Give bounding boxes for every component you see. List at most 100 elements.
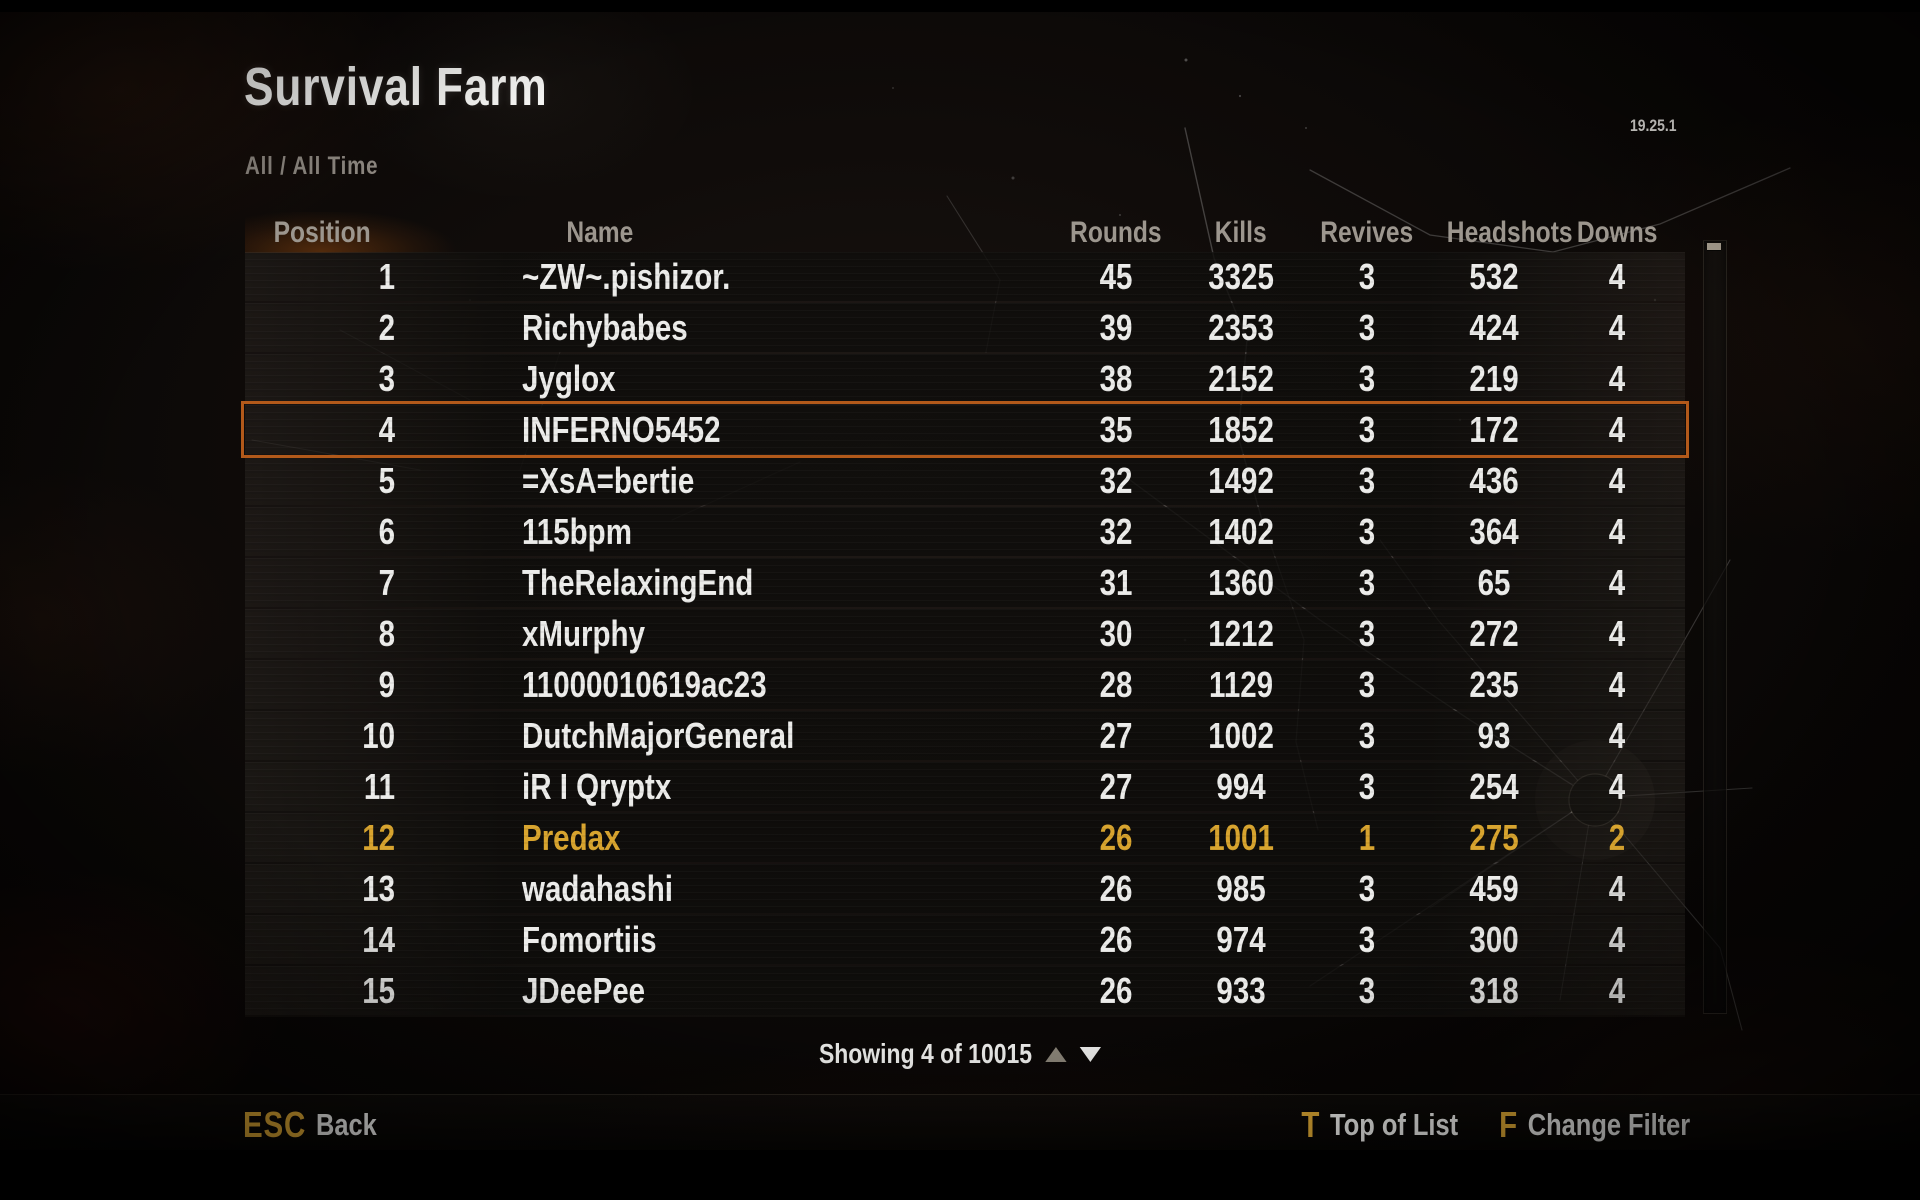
cell-kills: 1212 [1208,612,1274,654]
page-title: Survival Farm [244,57,548,117]
cell-revives: 3 [1358,612,1376,654]
cell-kills: 1492 [1208,459,1274,501]
scrollbar-track[interactable] [1703,240,1727,1014]
cell-position: 2 [378,306,395,348]
cell-revives: 3 [1358,714,1376,756]
footer-shortcuts: T Top of List F Change Filter [1301,1104,1690,1146]
version-number: 19.25.1 [1630,116,1677,135]
table-header-row: Position Name Rounds Kills Revives Heads… [245,214,1685,252]
cell-revives: 3 [1358,561,1376,603]
cell-kills: 1852 [1208,408,1274,450]
cell-kills: 1360 [1208,561,1274,603]
cell-headshots: 318 [1469,969,1519,1011]
table-row[interactable]: 13 wadahashi 26 985 3 459 4 [245,864,1685,913]
table-row[interactable]: 9 11000010619ac23 28 1129 3 235 4 [245,660,1685,709]
cell-rounds: 26 [1099,867,1133,909]
change-filter-label[interactable]: Change Filter [1527,1107,1690,1142]
cell-rounds: 35 [1099,408,1133,450]
cell-downs: 4 [1608,255,1626,297]
cell-downs: 4 [1608,510,1626,552]
table-row[interactable]: 6 115bpm 32 1402 3 364 4 [245,507,1685,556]
cell-downs: 4 [1608,918,1626,960]
table-row[interactable]: 5 =XsA=bertie 32 1492 3 436 4 [245,456,1685,505]
table-row[interactable]: 14 Fomortiis 26 974 3 300 4 [245,915,1685,964]
table-row[interactable]: 10 DutchMajorGeneral 27 1002 3 93 4 [245,711,1685,760]
cell-revives: 3 [1358,408,1376,450]
cell-kills: 933 [1216,969,1266,1011]
table-row[interactable]: 12 Predax 26 1001 1 275 2 [245,813,1685,862]
table-row[interactable]: 15 JDeePee 26 933 3 318 4 [245,966,1685,1015]
column-header-kills[interactable]: Kills [1215,216,1267,249]
cell-name: Fomortiis [522,918,657,960]
cell-downs: 4 [1608,459,1626,501]
bottom-letterbox [0,1150,1920,1200]
cell-name: JDeePee [522,969,646,1011]
column-header-downs[interactable]: Downs [1576,216,1658,249]
cell-name: 11000010619ac23 [522,663,767,705]
cell-kills: 1402 [1208,510,1274,552]
cell-headshots: 235 [1469,663,1519,705]
cell-rounds: 26 [1099,969,1133,1011]
table-row[interactable]: 11 iR I Qryptx 27 994 3 254 4 [245,762,1685,811]
cell-downs: 4 [1608,714,1626,756]
cell-revives: 3 [1358,867,1376,909]
page-down-icon[interactable] [1079,1046,1101,1062]
column-header-name[interactable]: Name [566,216,634,249]
cell-kills: 1002 [1208,714,1274,756]
cell-name: Jyglox [522,357,616,399]
cell-headshots: 364 [1469,510,1519,552]
cell-headshots: 275 [1469,816,1519,858]
top-of-list-label[interactable]: Top of List [1329,1107,1458,1142]
column-header-headshots[interactable]: Headshots [1446,216,1573,249]
cell-headshots: 65 [1477,561,1511,603]
cell-downs: 4 [1608,408,1626,450]
cell-rounds: 26 [1099,816,1133,858]
cell-kills: 2152 [1208,357,1274,399]
cell-headshots: 300 [1469,918,1519,960]
cell-headshots: 172 [1469,408,1519,450]
cell-headshots: 219 [1469,357,1519,399]
column-header-revives[interactable]: Revives [1320,216,1414,249]
leaderboard-body: 1 ~ZW~.pishizor. 45 3325 3 532 4 2 Richy… [241,252,1689,1017]
cell-downs: 4 [1608,867,1626,909]
filter-breadcrumb: All / All Time [245,152,379,180]
table-row[interactable]: 7 TheRelaxingEnd 31 1360 3 65 4 [245,558,1685,607]
cell-revives: 3 [1358,918,1376,960]
cell-downs: 4 [1608,561,1626,603]
cell-revives: 3 [1358,969,1376,1011]
cell-headshots: 93 [1477,714,1511,756]
page-up-icon[interactable] [1045,1046,1067,1062]
top-letterbox [0,0,1920,12]
cell-revives: 3 [1358,459,1376,501]
table-row[interactable]: 8 xMurphy 30 1212 3 272 4 [245,609,1685,658]
table-row[interactable]: 3 Jyglox 38 2152 3 219 4 [245,354,1685,403]
cell-position: 12 [362,816,395,858]
table-row[interactable]: 2 Richybabes 39 2353 3 424 4 [245,303,1685,352]
back-label: Back [316,1107,377,1142]
cell-rounds: 28 [1099,663,1133,705]
cell-position: 3 [378,357,395,399]
cell-kills: 974 [1216,918,1266,960]
cell-position: 10 [362,714,395,756]
column-header-position[interactable]: Position [273,216,372,249]
cell-downs: 4 [1608,357,1626,399]
cell-kills: 3325 [1208,255,1274,297]
cell-rounds: 26 [1099,918,1133,960]
cell-rounds: 27 [1099,765,1133,807]
footer-divider [0,1094,1920,1095]
cell-name: Richybabes [522,306,688,348]
cell-rounds: 27 [1099,714,1133,756]
scrollbar-thumb[interactable] [1707,243,1721,250]
table-row[interactable]: 1 ~ZW~.pishizor. 45 3325 3 532 4 [245,252,1685,301]
cell-name: DutchMajorGeneral [522,714,795,756]
column-header-rounds[interactable]: Rounds [1070,216,1162,249]
back-hint[interactable]: ESC Back [243,1104,377,1146]
cell-position: 6 [378,510,395,552]
cell-name: iR I Qryptx [522,765,672,807]
cell-position: 4 [378,408,395,450]
cell-downs: 4 [1608,663,1626,705]
cell-position: 8 [378,612,395,654]
cell-position: 9 [378,663,395,705]
table-row[interactable]: 4 INFERNO5452 35 1852 3 172 4 [241,401,1689,458]
